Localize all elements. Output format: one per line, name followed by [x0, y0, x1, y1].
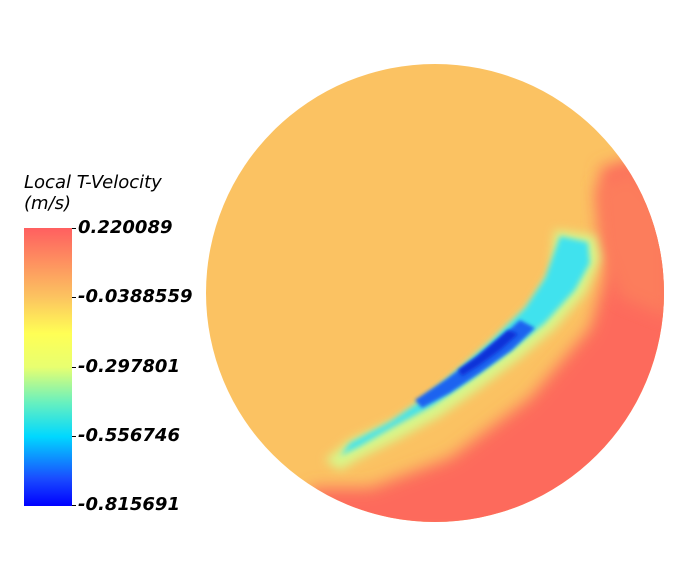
colorbar: [24, 228, 72, 506]
tick-mark: [72, 505, 76, 506]
tick-mark: [72, 367, 76, 368]
disc-content: [206, 64, 664, 522]
disc-background: [206, 64, 664, 522]
tick-label-3: -0.297801: [78, 356, 180, 377]
high-velocity-region: [300, 158, 664, 522]
low-velocity-band: [340, 236, 590, 456]
tick-mark: [72, 297, 76, 298]
tick-label-2: -0.0388559: [78, 286, 193, 307]
tick-label-min: -0.815691: [78, 494, 180, 515]
tick-label-max: 0.220089: [78, 217, 173, 238]
tick-label-4: -0.556746: [78, 425, 180, 446]
tick-mark: [72, 228, 76, 229]
minimum-velocity-core-inner: [458, 330, 518, 376]
tick-mark: [72, 436, 76, 437]
legend-title-line2: (m/s): [24, 193, 72, 214]
velocity-field-disc[interactable]: [200, 58, 670, 528]
legend-title: Local T-Velocity (m/s): [24, 172, 162, 214]
colorbar-gradient: [24, 228, 72, 506]
legend-title-line1: Local T-Velocity: [24, 172, 162, 193]
